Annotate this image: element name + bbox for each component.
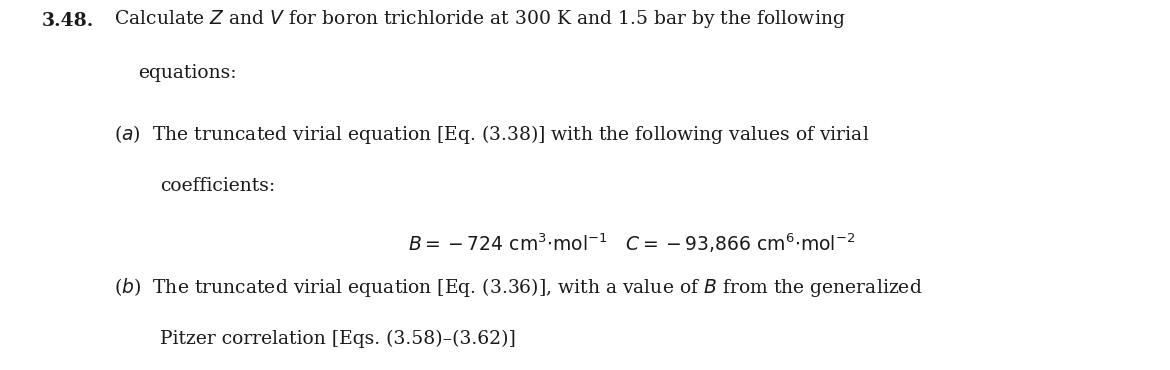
Text: ($b$)  The truncated virial equation [Eq. (3.36)], with a value of $B$ from the : ($b$) The truncated virial equation [Eq.… bbox=[115, 276, 923, 299]
Text: ($a$)  The truncated virial equation [Eq. (3.38)] with the following values of v: ($a$) The truncated virial equation [Eq.… bbox=[115, 123, 869, 146]
Text: Pitzer correlation [Eqs. (3.58)–(3.62)]: Pitzer correlation [Eqs. (3.58)–(3.62)] bbox=[160, 330, 516, 348]
Text: $B = -724\ \mathrm{cm^3{\cdot}mol^{-1}}\quad C = -93{,}866\ \mathrm{cm^6{\cdot}m: $B = -724\ \mathrm{cm^3{\cdot}mol^{-1}}\… bbox=[407, 232, 855, 255]
Text: coefficients:: coefficients: bbox=[160, 176, 275, 195]
Text: equations:: equations: bbox=[138, 64, 236, 82]
Text: 3.48.: 3.48. bbox=[41, 11, 94, 30]
Text: Calculate $Z$ and $V$ for boron trichloride at 300 K and 1.5 bar by the followin: Calculate $Z$ and $V$ for boron trichlor… bbox=[115, 8, 846, 30]
